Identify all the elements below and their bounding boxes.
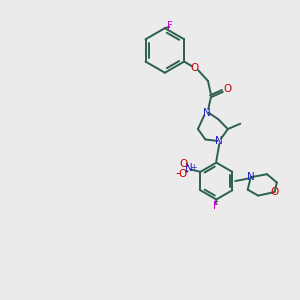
Text: O: O xyxy=(270,187,279,197)
Text: O: O xyxy=(224,84,232,94)
Text: F: F xyxy=(167,21,173,31)
Text: O: O xyxy=(190,62,199,73)
Text: N: N xyxy=(185,163,193,173)
Text: N: N xyxy=(247,172,255,182)
Text: -: - xyxy=(175,167,179,179)
Text: F: F xyxy=(213,201,219,211)
Text: O: O xyxy=(178,169,187,178)
Text: O: O xyxy=(179,158,188,169)
Text: N: N xyxy=(202,108,210,118)
Text: +: + xyxy=(190,163,197,172)
Text: N: N xyxy=(215,136,223,146)
